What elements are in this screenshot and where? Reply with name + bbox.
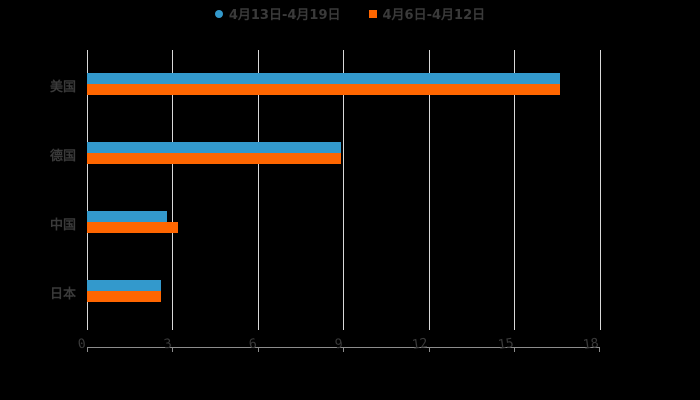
gridline <box>600 50 601 330</box>
x-tick-label: 12 <box>411 335 429 354</box>
x-tick-label: 0 <box>76 336 87 353</box>
legend-item-series2[interactable]: 4月6日-4月12日 <box>368 4 486 23</box>
chart-legend: 4月13日-4月19日 4月6日-4月12日 <box>0 4 700 23</box>
x-axis-tick <box>514 347 515 352</box>
category-label-china: 中国 <box>50 218 77 233</box>
x-axis-tick <box>87 347 88 352</box>
gridline <box>87 50 88 330</box>
legend-label-series2: 4月6日-4月12日 <box>382 8 486 23</box>
x-tick-label: 18 <box>582 335 600 354</box>
category-label-germany: 德国 <box>50 149 77 164</box>
bar-series2[interactable] <box>87 153 341 164</box>
bar-series2[interactable] <box>87 84 560 95</box>
x-tick-label: 3 <box>162 336 173 353</box>
x-axis-tick <box>429 347 430 352</box>
x-axis-tick <box>599 347 600 352</box>
x-axis-tick <box>258 347 259 352</box>
category-label-japan: 日本 <box>50 287 77 302</box>
x-tick-label: 15 <box>497 335 515 354</box>
x-tick-label: 6 <box>247 336 258 353</box>
x-axis-tick <box>343 347 344 352</box>
bar-series2[interactable] <box>87 291 161 302</box>
gridline <box>172 50 173 330</box>
gridline <box>429 50 430 330</box>
bar-series1[interactable] <box>87 280 161 291</box>
gridline <box>258 50 259 330</box>
legend-item-series1[interactable]: 4月13日-4月19日 <box>214 4 341 23</box>
bar-series1[interactable] <box>87 142 341 153</box>
legend-square-icon <box>368 9 377 18</box>
legend-circle-icon <box>214 9 223 18</box>
x-tick-label: 9 <box>333 336 344 353</box>
bar-series1[interactable] <box>87 211 167 222</box>
bar-series1[interactable] <box>87 73 560 84</box>
legend-label-series1: 4月13日-4月19日 <box>228 8 341 23</box>
category-label-usa: 美国 <box>50 80 77 95</box>
x-axis-tick <box>172 347 173 352</box>
bar-series2[interactable] <box>87 222 178 233</box>
gridline <box>343 50 344 330</box>
gridline <box>514 50 515 330</box>
